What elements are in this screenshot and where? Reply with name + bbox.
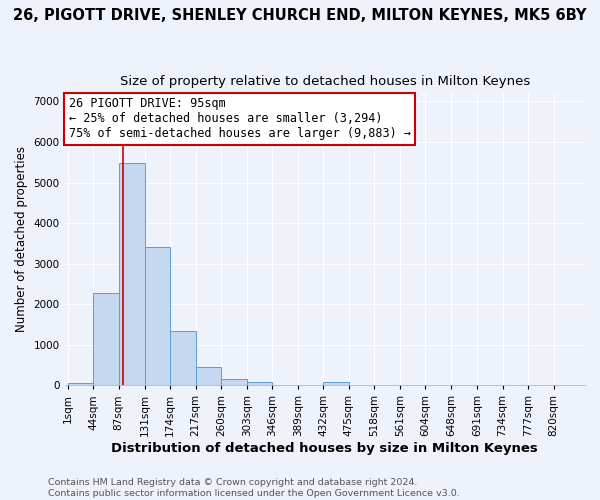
Bar [196, 367, 221, 386]
Bar [323, 382, 349, 386]
Bar [247, 382, 272, 386]
Bar [221, 379, 247, 386]
Bar [119, 164, 145, 386]
Y-axis label: Number of detached properties: Number of detached properties [15, 146, 28, 332]
Bar [170, 331, 196, 386]
Text: 26, PIGOTT DRIVE, SHENLEY CHURCH END, MILTON KEYNES, MK5 6BY: 26, PIGOTT DRIVE, SHENLEY CHURCH END, MI… [13, 8, 587, 22]
Text: Contains HM Land Registry data © Crown copyright and database right 2024.
Contai: Contains HM Land Registry data © Crown c… [48, 478, 460, 498]
Bar [93, 293, 119, 386]
Text: 26 PIGOTT DRIVE: 95sqm
← 25% of detached houses are smaller (3,294)
75% of semi-: 26 PIGOTT DRIVE: 95sqm ← 25% of detached… [68, 98, 410, 140]
Bar [68, 383, 93, 386]
X-axis label: Distribution of detached houses by size in Milton Keynes: Distribution of detached houses by size … [112, 442, 538, 455]
Title: Size of property relative to detached houses in Milton Keynes: Size of property relative to detached ho… [119, 75, 530, 88]
Bar [145, 246, 170, 386]
